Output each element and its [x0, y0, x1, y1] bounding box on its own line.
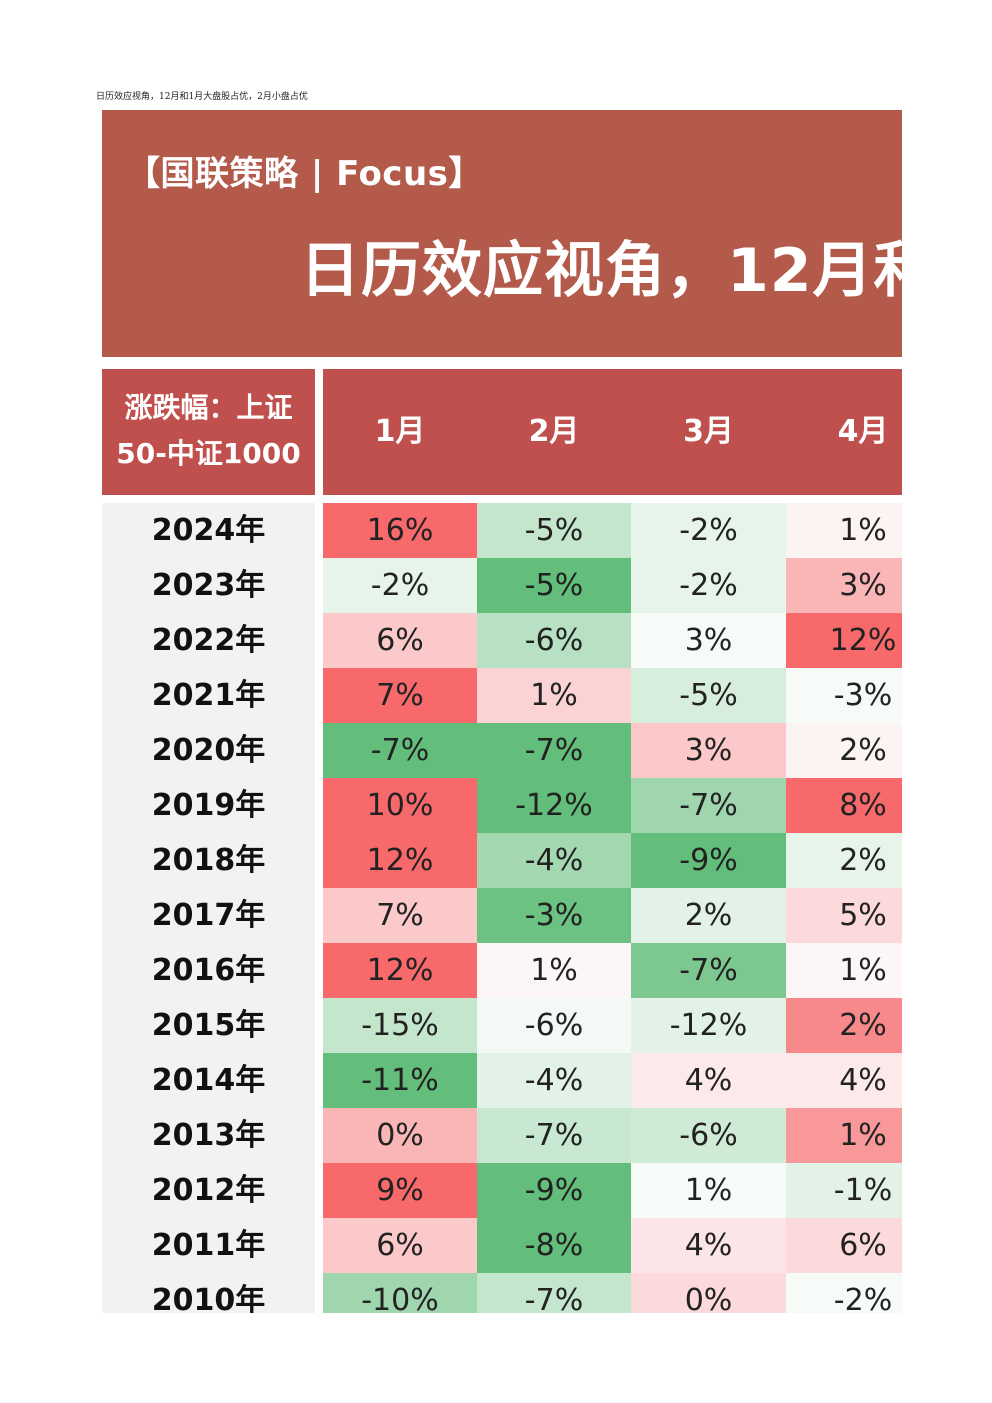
return-cell: 16% [323, 503, 477, 558]
return-cell: -2% [631, 558, 786, 613]
return-cell: -2% [786, 1273, 902, 1313]
return-cell: -2% [631, 503, 786, 558]
return-cell: -6% [631, 1108, 786, 1163]
return-cell: -3% [786, 668, 902, 723]
month-header-row: 1月 2月 3月 4月 [323, 369, 902, 495]
year-label: 2021年 [151, 678, 266, 713]
return-cell: -9% [477, 1163, 631, 1218]
return-cell: -5% [477, 503, 631, 558]
return-cell: 12% [323, 833, 477, 888]
year-label: 2011年 [151, 1228, 266, 1263]
return-cell: 12% [323, 943, 477, 998]
return-cell: -5% [631, 668, 786, 723]
return-cell: 2% [786, 723, 902, 778]
return-cell: 0% [323, 1108, 477, 1163]
return-cell: 8% [786, 778, 902, 833]
year-label: 2016年 [151, 953, 266, 988]
focus-card: 【国联策略 | Focus】 日历效应视角，12月和1月大盘股占优，2月小盘占优… [102, 110, 902, 1313]
return-cell: -2% [323, 558, 477, 613]
return-cell: 4% [786, 1053, 902, 1108]
return-cell: 6% [786, 1218, 902, 1273]
return-cell: 1% [477, 668, 631, 723]
return-cell: 1% [786, 943, 902, 998]
year-label: 2018年 [151, 843, 266, 878]
return-cell: -5% [477, 558, 631, 613]
return-cell: 0% [631, 1273, 786, 1313]
return-cell: 4% [631, 1053, 786, 1108]
return-cell: -10% [323, 1273, 477, 1313]
return-cell: -11% [323, 1053, 477, 1108]
year-column [102, 503, 315, 1313]
year-label: 2015年 [151, 1008, 266, 1043]
return-cell: -12% [477, 778, 631, 833]
return-cell: 10% [323, 778, 477, 833]
document-title: 日历效应视角，12月和1月大盘股占优，2月小盘占优 [96, 92, 308, 102]
return-cell: 1% [786, 1108, 902, 1163]
banner-brand: 【国联策略 | Focus】 [126, 154, 483, 194]
year-label: 2012年 [151, 1173, 266, 1208]
return-cell: 7% [323, 888, 477, 943]
banner-headline: 日历效应视角，12月和1月大盘股占优，2月小盘占优 [300, 236, 902, 306]
return-cell: 5% [786, 888, 902, 943]
return-cell: 3% [786, 558, 902, 613]
return-cell: -7% [477, 723, 631, 778]
return-cell: 2% [786, 833, 902, 888]
month-header-3: 3月 [683, 414, 734, 449]
return-cell: -4% [477, 833, 631, 888]
return-cell: 3% [631, 613, 786, 668]
return-cell: 6% [323, 1218, 477, 1273]
return-cell: 2% [786, 998, 902, 1053]
year-label: 2022年 [151, 623, 266, 658]
return-cell: 1% [786, 503, 902, 558]
return-cell: 4% [631, 1218, 786, 1273]
table-corner-header: 涨跌幅：上证 50-中证1000 [102, 369, 315, 495]
year-label: 2014年 [151, 1063, 266, 1098]
banner: 【国联策略 | Focus】 日历效应视角，12月和1月大盘股占优，2月小盘占优 [102, 110, 902, 357]
return-cell: -12% [631, 998, 786, 1053]
return-cell: -4% [477, 1053, 631, 1108]
month-header-1: 1月 [374, 414, 426, 449]
return-cell: -8% [477, 1218, 631, 1273]
return-cell: -6% [477, 613, 631, 668]
corner-line-1: 涨跌幅：上证 [124, 391, 293, 424]
return-cell: -15% [323, 998, 477, 1053]
return-cell: -6% [477, 998, 631, 1053]
return-cell: -7% [631, 778, 786, 833]
return-cell: -7% [631, 943, 786, 998]
return-cell: 7% [323, 668, 477, 723]
year-label: 2020年 [151, 733, 266, 768]
return-cell: -3% [477, 888, 631, 943]
return-cell: -7% [477, 1273, 631, 1313]
return-cell: -7% [323, 723, 477, 778]
return-cell: 6% [323, 613, 477, 668]
return-cell: 3% [631, 723, 786, 778]
year-label: 2023年 [151, 568, 266, 603]
return-cell: 9% [323, 1163, 477, 1218]
year-label: 2019年 [151, 788, 266, 823]
return-cell: 1% [477, 943, 631, 998]
return-cell: 12% [786, 613, 902, 668]
month-header-4: 4月 [837, 414, 889, 449]
year-label: 2017年 [151, 898, 266, 933]
month-header-2: 2月 [528, 414, 580, 449]
return-cell: -1% [786, 1163, 902, 1218]
return-cell: 2% [631, 888, 786, 943]
return-cell: -7% [477, 1108, 631, 1163]
year-label: 2024年 [151, 513, 266, 548]
year-label: 2010年 [151, 1283, 266, 1313]
return-cell: 1% [631, 1163, 786, 1218]
corner-line-2: 50-中证1000 [116, 437, 301, 470]
year-label: 2013年 [151, 1118, 266, 1153]
return-cell: -9% [631, 833, 786, 888]
